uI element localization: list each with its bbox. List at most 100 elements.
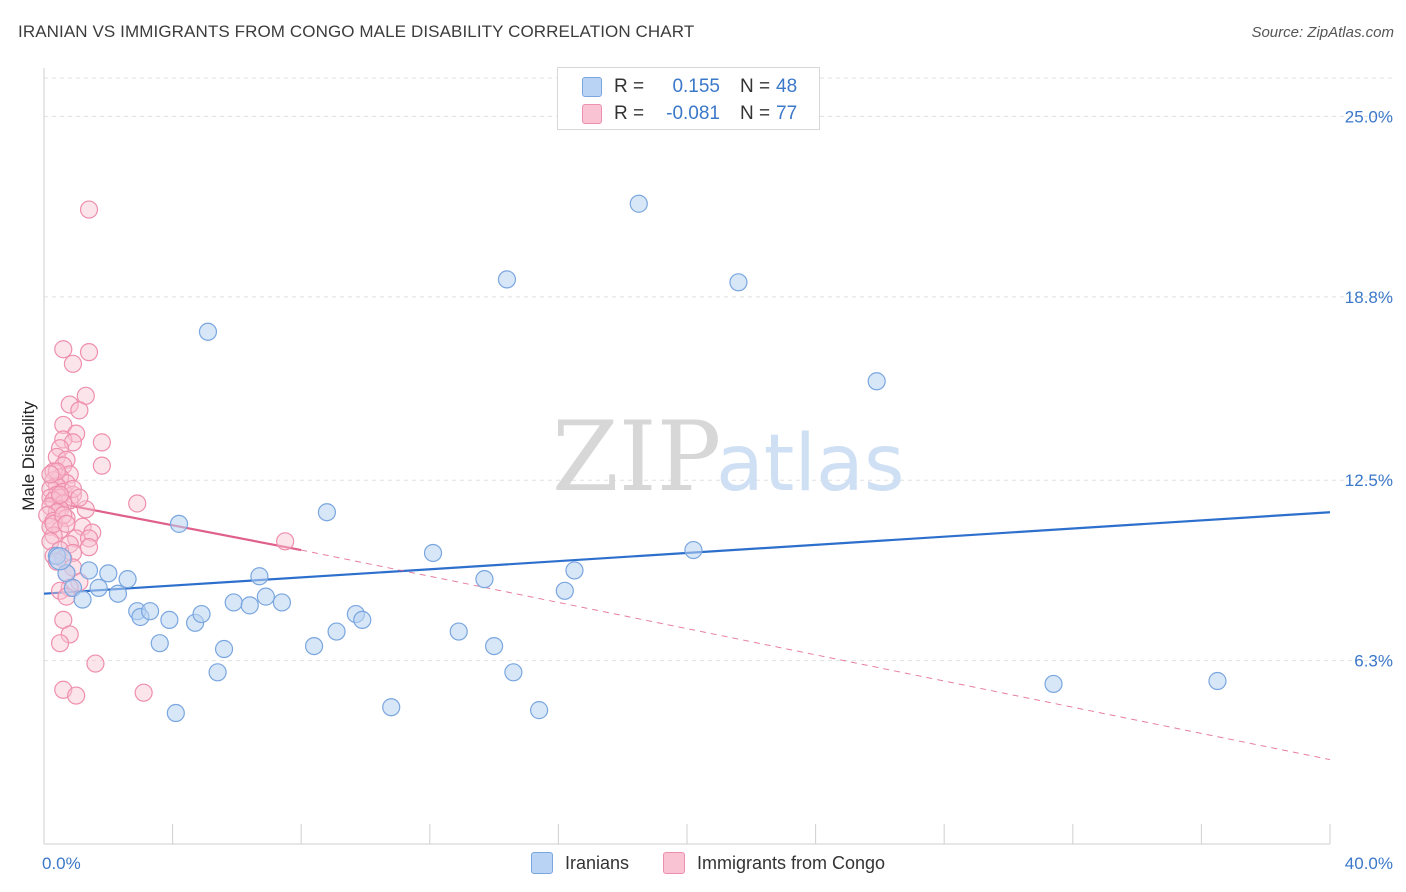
data-point-congo	[57, 514, 76, 533]
legend-row-iranians: R = 0.155 N = 48	[582, 75, 797, 99]
trend-line-congo-extension	[301, 549, 1331, 761]
data-point-iranians	[214, 639, 234, 659]
data-point-iranians	[208, 663, 227, 682]
data-point-iranians	[99, 564, 118, 583]
data-point-iranians	[198, 322, 218, 341]
y-tick-labels: 6.3% 12.5% 18.8% 25.0%	[1345, 107, 1393, 670]
legend-row-congo: R = -0.081 N = 77	[582, 102, 797, 126]
legend-n-value: 77	[776, 103, 798, 124]
data-point-iranians	[449, 622, 468, 641]
data-point-iranians	[150, 634, 169, 653]
data-point-congo	[79, 343, 99, 362]
data-point-congo	[60, 395, 79, 414]
data-point-iranians	[327, 622, 346, 641]
data-point-iranians	[504, 663, 523, 682]
data-point-iranians	[555, 581, 574, 600]
data-point-iranians	[63, 578, 83, 597]
legend-swatch-pink	[582, 104, 602, 124]
gridlines	[44, 77, 1392, 662]
y-tick-label: 25.0%	[1345, 107, 1393, 126]
data-point-iranians	[475, 570, 494, 589]
bottom-legend-swatch-pink	[663, 852, 685, 874]
data-point-iranians	[192, 604, 211, 624]
watermark-zip: ZIP	[552, 401, 721, 513]
data-point-congo	[83, 523, 102, 542]
data-point-congo	[70, 401, 89, 420]
data-point-iranians	[48, 547, 72, 571]
scatter-points-congo	[38, 200, 295, 705]
data-point-iranians	[89, 578, 108, 597]
chart-title: IRANIAN VS IMMIGRANTS FROM CONGO MALE DI…	[18, 22, 695, 41]
data-point-congo	[79, 538, 99, 557]
data-point-congo	[76, 500, 95, 519]
data-point-iranians	[256, 587, 275, 606]
data-point-iranians	[224, 593, 243, 612]
data-point-iranians	[73, 590, 92, 609]
data-point-iranians	[629, 194, 648, 213]
data-point-congo	[50, 634, 70, 653]
data-point-iranians	[108, 584, 128, 603]
data-point-iranians	[317, 503, 337, 522]
source-label: Source: ZipAtlas.com	[1251, 24, 1394, 41]
x-axis-ticks	[43, 824, 1331, 844]
data-point-iranians	[1208, 671, 1227, 691]
data-point-iranians	[485, 636, 504, 656]
legend-r-value: 0.155	[672, 76, 720, 97]
legend-n-value: 48	[776, 76, 798, 97]
data-point-iranians	[382, 698, 401, 717]
data-point-congo	[70, 488, 89, 507]
data-point-iranians	[160, 610, 179, 630]
data-point-iranians	[684, 540, 703, 560]
watermark: ZIP atlas	[552, 401, 905, 513]
data-point-iranians	[240, 596, 259, 615]
y-tick-label: 18.8%	[1345, 288, 1393, 307]
x-tick-labels: 0.0% 40.0%	[42, 854, 1393, 873]
data-point-iranians	[272, 593, 292, 612]
data-point-congo	[57, 450, 76, 469]
y-tick-label: 12.5%	[1345, 471, 1393, 490]
watermark-atlas: atlas	[716, 419, 905, 509]
x-tick-label: 40.0%	[1345, 854, 1393, 873]
data-point-iranians	[1044, 674, 1063, 694]
data-point-iranians	[304, 636, 324, 656]
data-point-iranians	[729, 273, 748, 292]
correlation-legend: R = 0.155 N = 48 R = -0.081 N = 77	[557, 67, 820, 130]
data-point-congo	[276, 532, 295, 551]
data-point-iranians	[353, 610, 372, 630]
data-point-iranians	[497, 270, 517, 289]
data-point-congo	[128, 494, 147, 513]
data-point-iranians	[565, 561, 584, 580]
bottom-legend-swatch-blue	[531, 852, 553, 874]
legend-swatch-blue	[582, 77, 602, 97]
data-point-iranians	[250, 567, 269, 586]
x-tick-label: 0.0%	[42, 854, 81, 873]
data-point-congo	[54, 415, 73, 435]
data-point-congo	[86, 654, 105, 673]
data-point-iranians	[79, 561, 99, 580]
data-point-iranians	[867, 372, 886, 391]
data-point-congo	[134, 683, 153, 702]
data-point-congo	[92, 456, 111, 475]
data-point-iranians	[530, 701, 549, 720]
data-point-iranians	[118, 570, 137, 589]
legend-r-label: R =	[614, 76, 645, 97]
y-tick-label: 6.3%	[1354, 652, 1393, 671]
data-point-congo	[54, 340, 73, 359]
legend-r-label: R =	[614, 103, 645, 124]
bottom-legend-congo: Immigrants from Congo	[663, 852, 885, 874]
legend-n-label: N =	[740, 103, 771, 124]
y-axis-label: Male Disability	[19, 401, 38, 511]
bottom-legend-iranians: Iranians	[531, 852, 629, 874]
legend-n-label: N =	[740, 76, 771, 97]
trend-lines	[43, 499, 1331, 761]
legend-r-value: -0.081	[666, 103, 720, 124]
data-point-congo	[67, 686, 86, 705]
bottom-legend-label-congo: Immigrants from Congo	[697, 852, 886, 873]
data-point-iranians	[169, 514, 189, 533]
data-point-congo	[79, 200, 99, 219]
data-point-congo	[41, 465, 60, 484]
data-point-iranians	[423, 543, 443, 563]
data-point-congo	[63, 354, 83, 373]
scatter-points-iranians	[47, 194, 1227, 723]
